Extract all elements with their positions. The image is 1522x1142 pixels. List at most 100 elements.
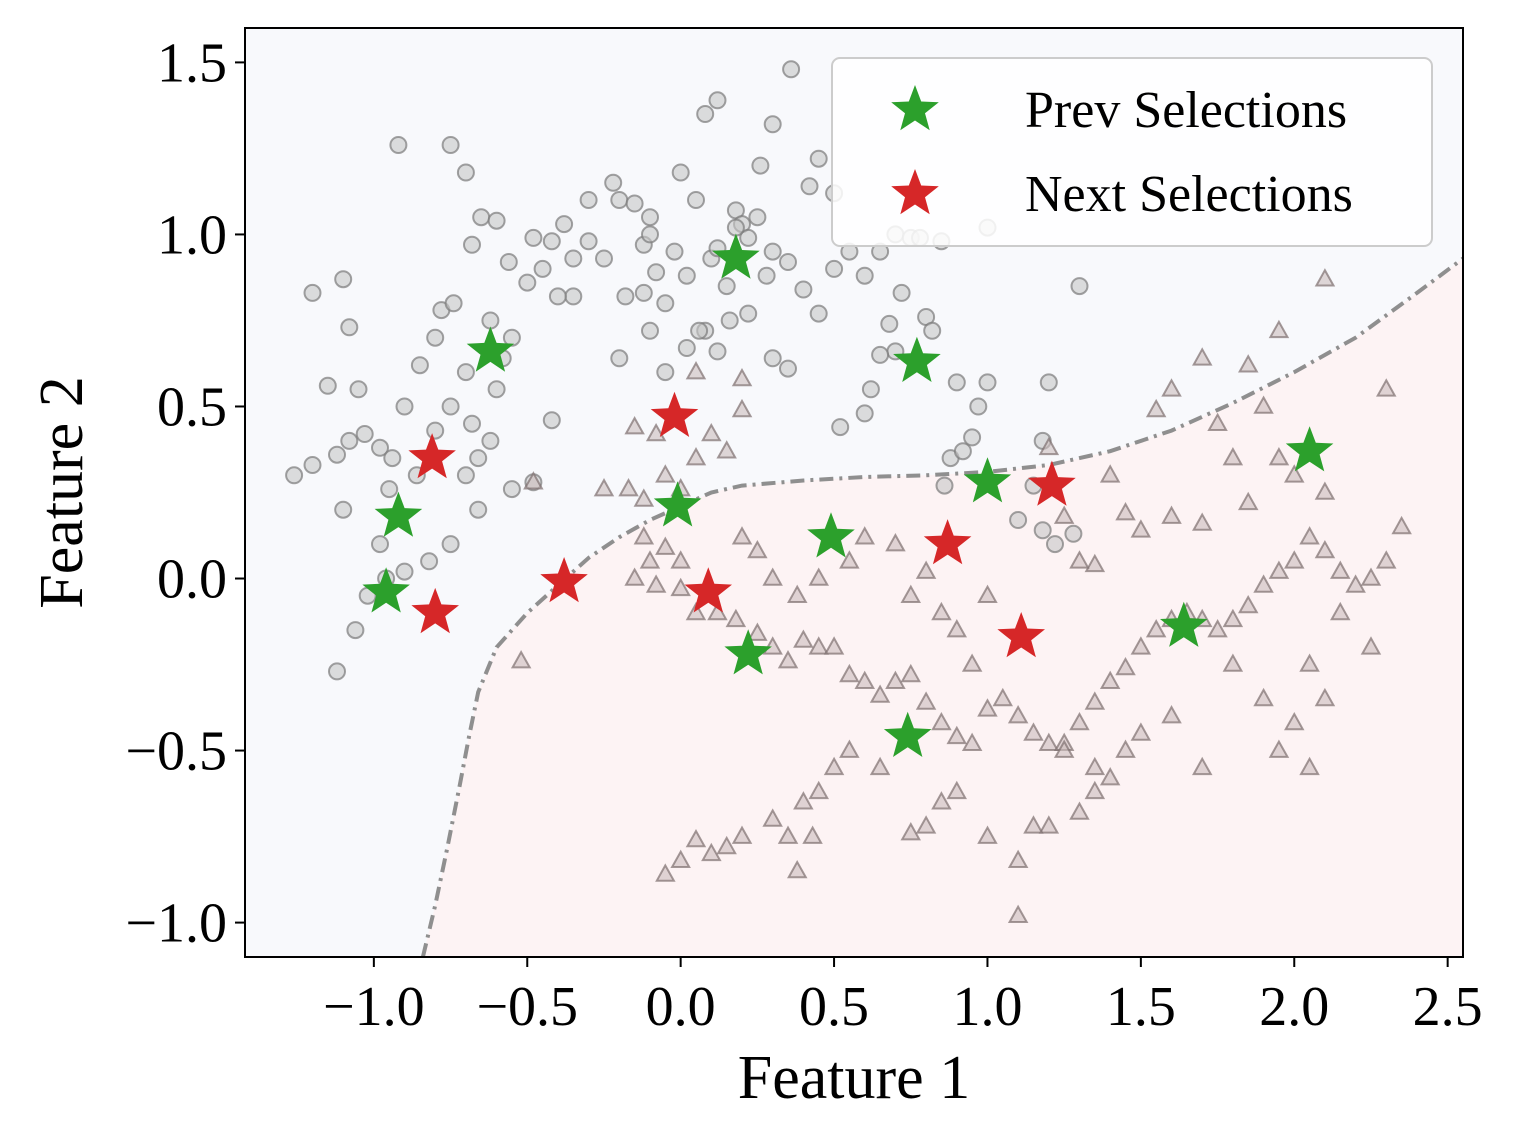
unlabeled-point-triangle <box>931 601 952 621</box>
y-axis-ticks: −1.0 −0.5 0.0 0.5 1.0 1.5 <box>125 32 245 955</box>
unlabeled-point-triangle <box>900 822 921 841</box>
prev-selection-star <box>1160 601 1208 647</box>
unlabeled-point-triangle <box>787 584 808 603</box>
unlabeled-point-triangle <box>731 825 753 844</box>
next-selection-star <box>540 557 588 603</box>
unlabeled-point-triangle <box>670 550 691 569</box>
unlabeled-point-circle <box>334 270 353 289</box>
unlabeled-point-circle <box>1046 535 1064 554</box>
unlabeled-point-circle <box>328 445 346 464</box>
unlabeled-point-circle <box>1009 511 1028 529</box>
unlabeled-point-triangle <box>1038 815 1060 834</box>
unlabeled-point-triangle <box>1299 526 1320 545</box>
unlabeled-point-triangle <box>1038 436 1060 456</box>
unlabeled-point-triangle <box>1283 550 1305 569</box>
unlabeled-point-circle <box>481 311 500 330</box>
unlabeled-point-circle <box>441 136 460 154</box>
unlabeled-point-circle <box>634 283 653 302</box>
unlabeled-point-triangle <box>1161 505 1182 524</box>
unlabeled-point-circle <box>610 349 629 368</box>
unlabeled-point-circle <box>739 228 758 247</box>
unlabeled-point-triangle <box>1253 687 1274 707</box>
unlabeled-point-triangle <box>685 601 707 621</box>
unlabeled-point-triangle <box>1130 722 1152 741</box>
unlabeled-point-circle <box>456 466 475 485</box>
unlabeled-point-circle <box>499 253 518 271</box>
unlabeled-point-circle <box>748 208 767 227</box>
unlabeled-point-circle <box>671 163 690 182</box>
unlabeled-point-triangle <box>593 478 615 497</box>
unlabeled-point-triangle <box>1283 711 1305 731</box>
unlabeled-point-circle <box>610 191 629 209</box>
unlabeled-point-circle <box>923 321 942 340</box>
unlabeled-point-circle <box>456 163 475 182</box>
unlabeled-point-circle <box>533 259 552 278</box>
unlabeled-point-triangle <box>1268 319 1290 339</box>
unlabeled-point-triangle <box>1023 722 1044 741</box>
unlabeled-point-circle <box>855 266 874 285</box>
unlabeled-point-circle <box>947 373 966 392</box>
unlabeled-point-circle <box>809 304 828 323</box>
unlabeled-point-triangle <box>1222 608 1244 628</box>
unlabeled-point-triangle <box>885 670 906 689</box>
unlabeled-point-triangle <box>1192 756 1213 776</box>
unlabeled-point-circle <box>677 339 696 357</box>
unlabeled-point-circle <box>355 425 374 443</box>
unlabeled-point-triangle <box>1007 904 1029 923</box>
unlabeled-point-triangle <box>1069 711 1090 731</box>
unlabeled-point-triangle <box>1345 574 1366 593</box>
unlabeled-point-triangle <box>900 663 921 683</box>
unlabeled-point-triangle <box>915 691 937 710</box>
unlabeled-point-circle <box>656 363 675 382</box>
unlabeled-point-triangle <box>655 863 676 882</box>
x-tick-label: −1.0 <box>323 976 425 1038</box>
unlabeled-point-triangle <box>731 526 753 545</box>
unlabeled-point-circle <box>1033 521 1052 540</box>
x-tick-label: −0.5 <box>476 976 578 1038</box>
unlabeled-point-circle <box>472 208 491 227</box>
unlabeled-point-circle <box>739 304 758 323</box>
unlabeled-point-triangle <box>1360 636 1382 655</box>
boundary-line <box>420 256 1463 957</box>
unlabeled-point-circle <box>463 414 481 433</box>
x-tick-label: 0.0 <box>646 976 716 1038</box>
unlabeled-point-triangle <box>762 808 783 827</box>
x-tick-label: 2.5 <box>1413 976 1483 1038</box>
next-selection-star <box>997 612 1045 658</box>
unlabeled-point-triangle <box>1192 347 1213 366</box>
y-tick-label: 0.0 <box>157 549 227 611</box>
unlabeled-point-triangle <box>762 567 783 586</box>
unlabeled-point-triangle <box>731 398 753 418</box>
unlabeled-point-triangle <box>747 622 768 641</box>
x-tick-label: 1.5 <box>1106 976 1176 1038</box>
unlabeled-point-triangle <box>777 650 799 669</box>
unlabeled-point-circle <box>751 156 770 175</box>
unlabeled-point-triangle <box>1130 636 1152 655</box>
unlabeled-point-circle <box>604 173 623 192</box>
unlabeled-point-triangle <box>1222 653 1244 672</box>
unlabeled-point-circle <box>825 259 844 278</box>
unlabeled-point-triangle <box>1084 553 1106 573</box>
next-selection-star <box>650 391 699 437</box>
x-axis-ticks: −1.0 −0.5 0.0 0.5 1.0 1.5 2.0 2.5 <box>323 957 1483 1038</box>
unlabeled-point-triangle <box>777 825 799 844</box>
unlabeled-point-triangle <box>1375 378 1397 397</box>
data-points <box>285 60 1412 923</box>
unlabeled-point-triangle <box>1238 594 1259 614</box>
unlabeled-point-circle <box>861 380 880 399</box>
unlabeled-point-triangle <box>1314 268 1336 287</box>
unlabeled-point-triangle <box>1314 481 1336 500</box>
y-axis-label: Feature 2 <box>28 376 96 608</box>
legend-star-next-icon <box>891 169 939 215</box>
unlabeled-point-circle <box>871 345 890 364</box>
unlabeled-point-circle <box>349 380 368 399</box>
unlabeled-point-circle <box>334 500 353 519</box>
unlabeled-point-triangle <box>946 725 967 745</box>
unlabeled-point-circle <box>555 215 574 234</box>
unlabeled-point-circle <box>794 280 813 299</box>
unlabeled-point-triangle <box>1069 550 1090 569</box>
unlabeled-point-triangle <box>1314 539 1336 559</box>
unlabeled-point-triangle <box>1038 732 1060 751</box>
unlabeled-point-triangle <box>961 732 983 751</box>
unlabeled-point-circle <box>564 287 583 306</box>
